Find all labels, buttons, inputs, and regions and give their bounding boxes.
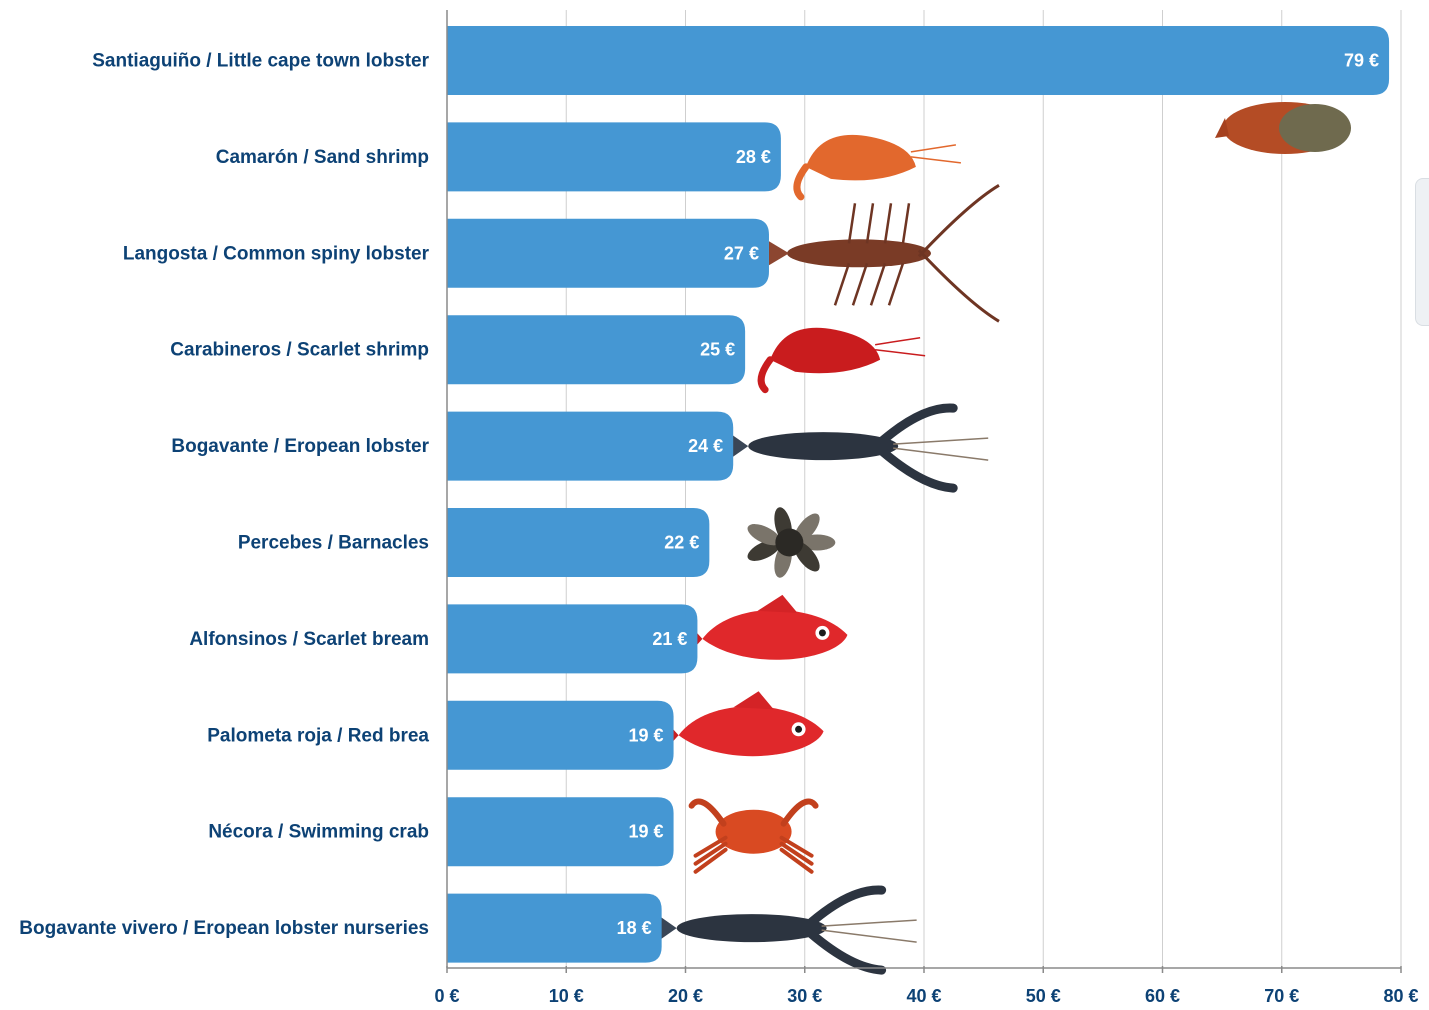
bar-value-label: 28 € (736, 147, 771, 167)
x-tick-label: 80 € (1383, 986, 1418, 1005)
shrimp-icon (793, 134, 961, 201)
category-label: Santiaguiño / Little cape town lobster (92, 51, 429, 72)
bar-value-label: 19 € (629, 725, 664, 745)
x-tick-label: 40 € (906, 986, 941, 1005)
category-label: Alfonsinos / Scarlet bream (189, 629, 429, 650)
crab-icon (688, 798, 819, 874)
bar-value-label: 79 € (1344, 51, 1379, 71)
category-label: Palometa roja / Red brea (207, 725, 429, 746)
bars: 79 € 28 € 27 € 25 € 24 € 22 € 21 € 19 € 19 € 18 € (447, 26, 1390, 963)
bar-value-label: 25 € (700, 340, 735, 360)
seafood-icons (656, 102, 1351, 975)
bar (447, 411, 734, 481)
x-axis: 0 € 10 € 20 € 30 € 40 € 50 € 60 € 70 € 80 € (434, 10, 1419, 1006)
category-label: Camarón / Sand shrimp (216, 147, 429, 168)
bar (447, 26, 1390, 95)
bar-value-label: 22 € (664, 533, 699, 553)
bar (447, 893, 662, 963)
bar-value-label: 19 € (629, 822, 664, 842)
bar-value-label: 24 € (688, 436, 723, 456)
category-label: Percebes / Barnacles (238, 533, 429, 554)
european-lobster-icon (728, 403, 989, 493)
bar-value-label: 18 € (617, 918, 652, 938)
category-labels: Santiaguiño / Little cape town lobster Ca… (19, 51, 429, 940)
bar (447, 604, 698, 674)
bar-value-label: 27 € (724, 243, 759, 263)
x-tick-label: 70 € (1264, 986, 1299, 1005)
category-label: Bogavante / Eropean lobster (171, 436, 429, 457)
category-label: Nécora / Swimming crab (208, 822, 429, 843)
scarlet-shrimp-icon (757, 327, 926, 394)
category-label: Carabineros / Scarlet shrimp (170, 340, 429, 361)
category-label: Langosta / Common spiny lobster (123, 243, 430, 264)
bar-value-label: 21 € (652, 629, 687, 649)
red-fish-icon (658, 691, 824, 758)
bar (447, 315, 746, 385)
side-scroll-tab[interactable] (1415, 178, 1429, 326)
x-tick-label: 10 € (549, 986, 584, 1005)
x-tick-label: 60 € (1145, 986, 1180, 1005)
x-tick-label: 50 € (1026, 986, 1061, 1005)
x-tick-label: 0 € (434, 986, 459, 1005)
bar (447, 122, 781, 192)
bar (447, 508, 710, 577)
spiny-lobster-tail-icon (1215, 102, 1351, 154)
european-lobster-icon (656, 885, 917, 975)
bar (447, 218, 769, 288)
x-tick-label: 30 € (787, 986, 822, 1005)
red-fish-icon (682, 594, 848, 661)
spiny-lobster-icon (768, 184, 1000, 323)
category-label: Bogavante vivero / Eropean lobster nurse… (19, 918, 429, 939)
bar (447, 797, 674, 867)
bar (447, 700, 674, 770)
x-tick-label: 20 € (668, 986, 703, 1005)
barnacles-icon (747, 507, 836, 578)
